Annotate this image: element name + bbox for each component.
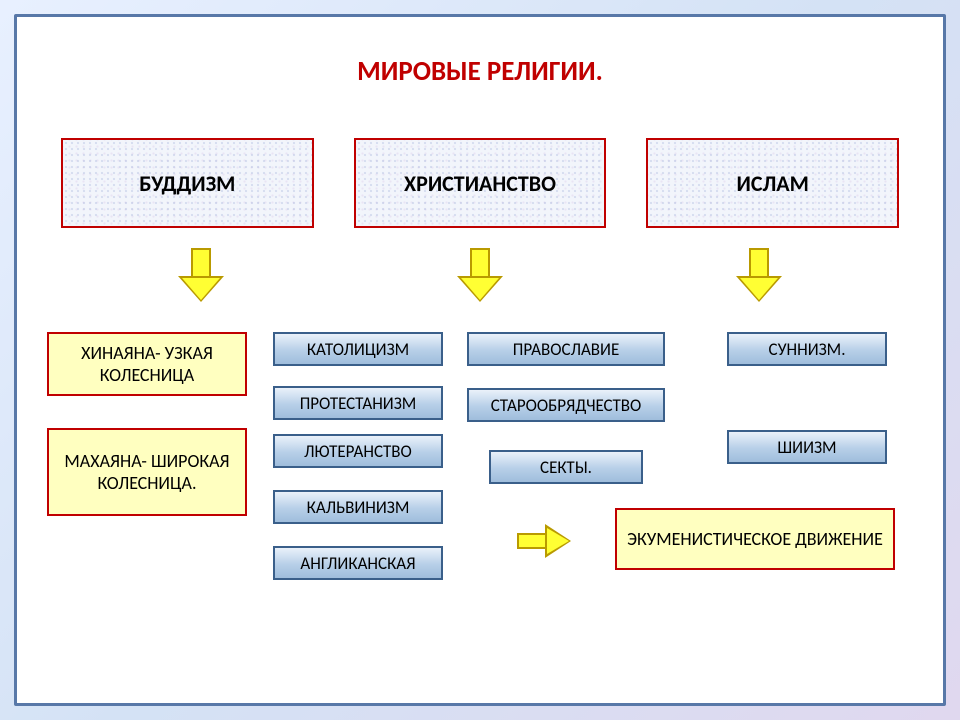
- box-calvinism: КАЛЬВИНИЗМ: [273, 490, 443, 524]
- box-shiism: ШИИЗМ: [727, 430, 887, 464]
- box-orthodoxy: ПРАВОСЛАВИЕ: [467, 332, 665, 366]
- box-catholicism: КАТОЛИЦИЗМ: [273, 332, 443, 366]
- box-lutheranism: ЛЮТЕРАНСТВО: [273, 434, 443, 468]
- top-box-christianity: ХРИСТИАНСТВО: [354, 138, 607, 228]
- slide-title: МИРОВЫЕ РЕЛИГИИ.: [57, 55, 903, 88]
- box-oldbelievers: СТАРООБРЯДЧЕСТВО: [467, 388, 665, 422]
- arrow-down-icon: [457, 248, 503, 304]
- box-mahayana: МАХАЯНА- ШИРОКАЯ КОЛЕСНИЦА.: [47, 428, 247, 516]
- top-box-buddhism: БУДДИЗМ: [61, 138, 314, 228]
- box-ecumenical: ЭКУМЕНИСТИЧЕСКОЕ ДВИЖЕНИЕ: [615, 508, 895, 570]
- box-protestantism: ПРОТЕСТАНИЗМ: [273, 386, 443, 420]
- arrow-right-icon: [517, 524, 573, 558]
- box-anglican: АНГЛИКАНСКАЯ: [273, 546, 443, 580]
- top-religions-row: БУДДИЗМ ХРИСТИАНСТВО ИСЛАМ: [57, 138, 903, 228]
- box-sunnism: СУННИЗМ.: [727, 332, 887, 366]
- top-box-islam: ИСЛАМ: [646, 138, 899, 228]
- box-sects: СЕКТЫ.: [489, 450, 643, 484]
- arrow-down-icon: [736, 248, 782, 304]
- slide-frame: МИРОВЫЕ РЕЛИГИИ. БУДДИЗМ ХРИСТИАНСТВО ИС…: [14, 14, 946, 706]
- arrows-row: [57, 248, 903, 304]
- branches-grid: ХИНАЯНА- УЗКАЯ КОЛЕСНИЦА МАХАЯНА- ШИРОКА…: [57, 332, 903, 632]
- arrow-down-icon: [178, 248, 224, 304]
- box-hinayana: ХИНАЯНА- УЗКАЯ КОЛЕСНИЦА: [47, 332, 247, 396]
